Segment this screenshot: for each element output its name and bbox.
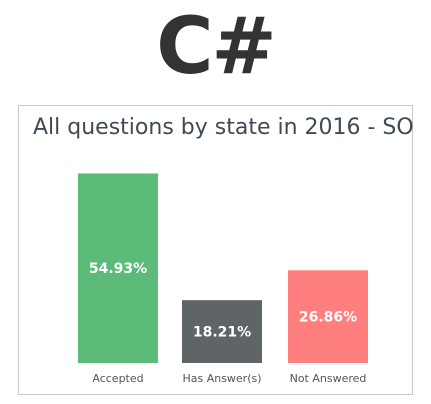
bar-accepted	[78, 173, 158, 363]
category-label: Not Answered	[290, 372, 367, 385]
category-label: Accepted	[92, 372, 143, 385]
bar-chart: 54.93% Accepted 18.21% Has Answer(s) 26.86% N…	[78, 173, 368, 385]
bar-not-answered	[288, 270, 368, 363]
bar-data-label: 54.93%	[89, 261, 147, 277]
bar-data-label: 18.21%	[193, 325, 251, 341]
category-label: Has Answer(s)	[182, 372, 261, 385]
chart-title: All questions by state in 2016 - SO	[33, 115, 414, 140]
chart-panel: All questions by state in 2016 - SO 54.9…	[18, 105, 414, 395]
bar-data-label: 26.86%	[299, 310, 357, 326]
page-heading: C#	[156, 2, 277, 92]
bar-has-answer-s	[182, 300, 262, 363]
